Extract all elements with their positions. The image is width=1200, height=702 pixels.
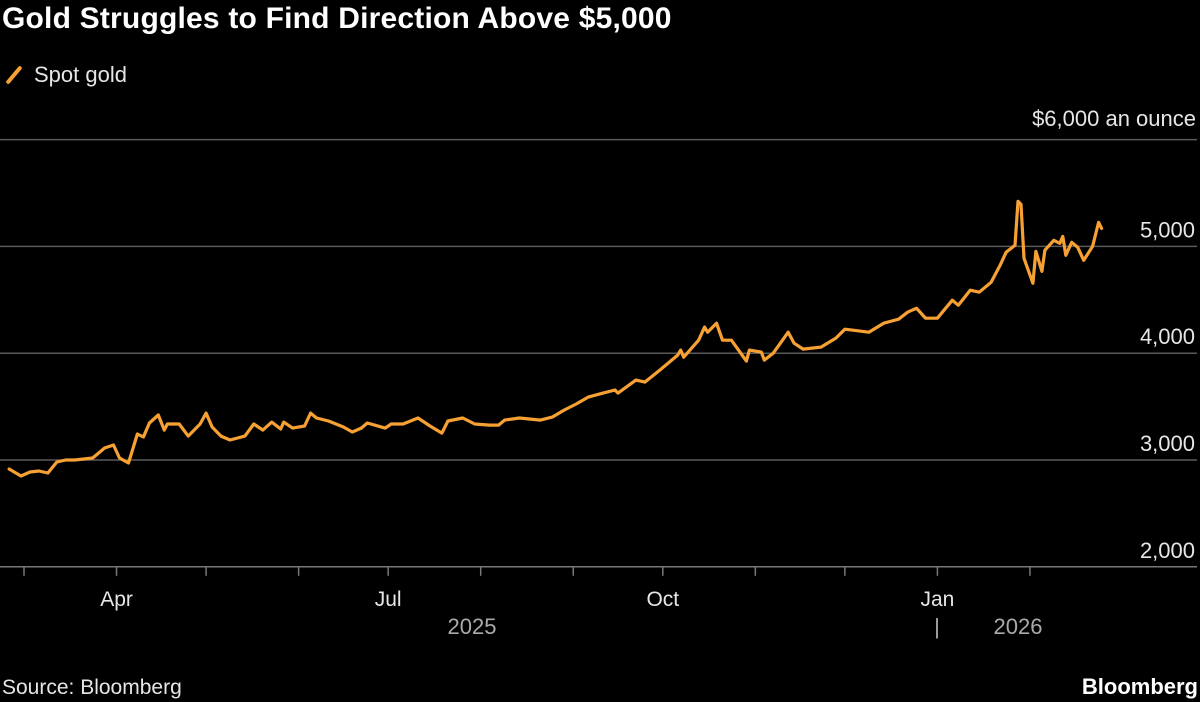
source-note: Source: Bloomberg [2,676,182,699]
series-line-spot-gold [7,199,1104,478]
x-tick-label-apr: Apr [100,588,133,611]
chart-title: Gold Struggles to Find Direction Above $… [2,2,672,35]
y-tick-label-4000: 4,000 [1140,324,1195,349]
x-tick-label-oct: Oct [646,588,679,611]
x-tick-label-jul: Jul [375,588,402,611]
bloomberg-logo: Bloomberg [1081,674,1198,699]
y-axis-unit-label: $6,000 an ounce [1032,106,1196,131]
legend: Spot gold [4,62,127,88]
y-tick-label-2000: 2,000 [1140,538,1195,563]
y-tick-label-3000: 3,000 [1140,431,1195,456]
legend-label-spot-gold: Spot gold [34,62,127,87]
year-label-2025: 2025 [448,614,497,639]
x-tick-label-jan: Jan [920,588,954,611]
year-label-2026: 2026 [994,614,1043,639]
y-tick-label-5000: 5,000 [1140,217,1195,242]
year-divider: | [934,614,940,639]
